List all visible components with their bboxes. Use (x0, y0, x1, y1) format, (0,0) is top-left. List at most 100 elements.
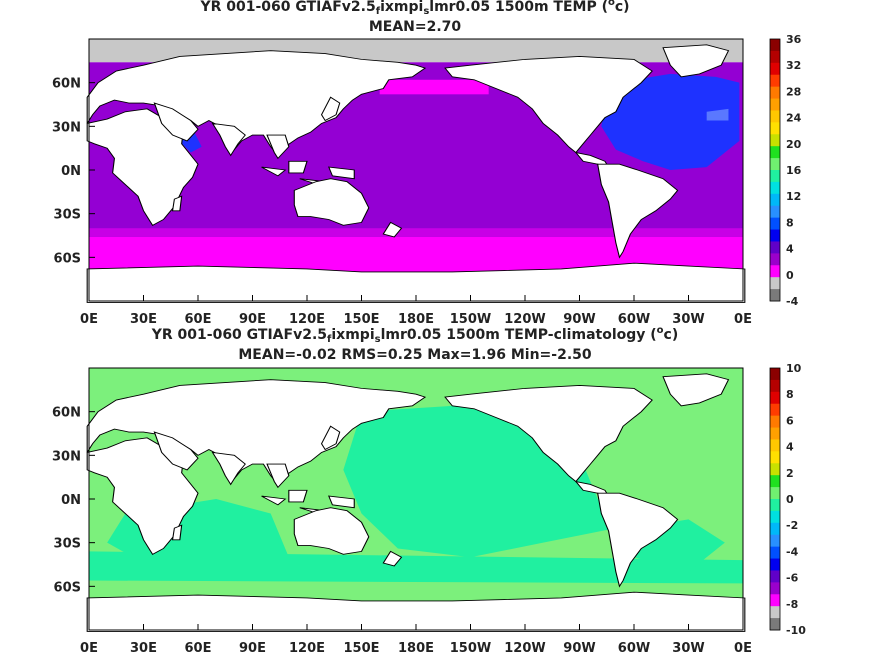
top-colorbar-label: 16 (786, 164, 802, 177)
top-lon-label: 0E (80, 312, 98, 327)
bottom-lon-label: 120W (504, 641, 545, 656)
bottom-lon-label: 90W (563, 641, 595, 656)
bottom-colorbar-swatch (770, 534, 780, 548)
bottom-colorbar-swatch (770, 582, 780, 595)
top-lon-label: 180E (398, 312, 434, 327)
bottom-lat-label: 30S (54, 537, 81, 552)
top-lon-label: 0E (734, 312, 752, 327)
top-panel-subtitle: MEAN=2.70 (368, 19, 462, 35)
bottom-colorbar-swatch (770, 594, 780, 607)
bottom-colorbar: 10 8 6 4 2 0 -2 -4 -6 -8 -10 (769, 362, 806, 637)
top-colorbar-swatch (770, 110, 780, 123)
top-colorbar-label: 36 (786, 33, 802, 46)
bottom-colorbar-label: 10 (786, 362, 802, 375)
top-panel-title: YR 001-060 GTIAFv2.5fixmpislmr0.05 1500m… (200, 0, 630, 17)
bottom-colorbar-label: -6 (786, 572, 799, 585)
top-lat-label: 0N (61, 164, 81, 179)
bottom-lon-label: 90E (239, 641, 266, 656)
bottom-panel-subtitle: MEAN=-0.02 RMS=0.25 Max=1.96 Min=-2.50 (238, 347, 592, 363)
bottom-colorbar-label: -2 (786, 519, 798, 532)
bottom-colorbar-swatch (770, 522, 780, 536)
bottom-colorbar-swatch (770, 379, 780, 393)
bottom-lon-label: 150E (343, 641, 379, 656)
top-colorbar-swatch (770, 289, 780, 302)
bottom-colorbar-swatch (770, 427, 780, 440)
top-colorbar-swatch (770, 50, 780, 64)
top-colorbar-swatch (770, 277, 780, 290)
bottom-colorbar-swatch (770, 439, 780, 452)
top-colorbar-swatch (770, 181, 780, 195)
bottom-colorbar-swatch (770, 558, 780, 571)
top-colorbar-frame (769, 38, 781, 302)
top-lat-label: 30N (52, 120, 81, 135)
top-colorbar-swatch (770, 241, 780, 254)
bottom-colorbar-label: -8 (786, 598, 798, 611)
top-colorbar-label: 20 (786, 138, 802, 151)
top-lon-label: 30W (672, 312, 704, 327)
top-lat-label: 60N (52, 77, 81, 92)
bottom-colorbar-swatch (770, 391, 780, 405)
bottom-panel-title: YR 001-060 GTIAFv2.5fixmpislmr0.05 1500m… (151, 325, 679, 345)
top-colorbar-label: 4 (786, 243, 794, 256)
top-colorbar: 36 32 28 24 20 16 12 8 4 0 -4 (769, 33, 802, 308)
bottom-lon-label: 30W (672, 641, 704, 656)
bottom-lat-label: 60N (52, 406, 81, 421)
bottom-lon-label: 60E (185, 641, 212, 656)
top-colorbar-label: 28 (786, 85, 801, 98)
bottom-lon-label: 0E (80, 641, 98, 656)
top-axes: 60N 30N 0N 30S 60S 0E 30E 60E 90E 120E 150E 180E 150… (52, 77, 752, 327)
bottom-colorbar-label: 2 (786, 467, 794, 480)
top-colorbar-swatch (770, 265, 780, 278)
bottom-colorbar-swatch (770, 403, 780, 417)
bottom-lon-label: 180E (398, 641, 434, 656)
bottom-colorbar-swatch (770, 546, 780, 560)
top-colorbar-swatch (770, 229, 780, 242)
bottom-lat-label: 30N (52, 449, 81, 464)
bottom-colorbar-swatch (770, 475, 780, 488)
top-colorbar-label: 8 (786, 216, 794, 229)
top-colorbar-swatch (770, 193, 780, 207)
top-colorbar-label: 12 (786, 190, 801, 203)
top-lon-label: 60W (618, 312, 650, 327)
top-colorbar-swatch (770, 217, 780, 231)
top-colorbar-swatch (770, 146, 780, 159)
bottom-lon-label: 0E (734, 641, 752, 656)
top-colorbar-swatch (770, 62, 780, 76)
bottom-colorbar-swatch (770, 368, 780, 381)
top-lat-label: 30S (54, 208, 81, 223)
bottom-lat-label: 0N (61, 493, 81, 508)
top-lon-label: 120W (504, 312, 545, 327)
top-lat-label: 60S (54, 251, 81, 266)
top-lon-label: 90E (239, 312, 266, 327)
top-colorbar-swatch (770, 205, 780, 219)
bottom-colorbar-swatch (770, 463, 780, 476)
bottom-colorbar-swatch (770, 570, 780, 583)
top-colorbar-swatch (770, 122, 780, 135)
bottom-colorbar-swatch (770, 618, 780, 631)
bottom-colorbar-label: 8 (786, 388, 794, 401)
bottom-colorbar-swatch (770, 451, 780, 464)
top-lon-label: 120E (289, 312, 325, 327)
bottom-colorbar-frame (769, 367, 781, 631)
bottom-lon-label: 30E (130, 641, 157, 656)
top-colorbar-swatch (770, 39, 780, 52)
bottom-colorbar-label: 4 (786, 441, 794, 454)
top-lon-label: 30E (130, 312, 157, 327)
top-colorbar-swatch (770, 170, 780, 183)
bottom-colorbar-label: -10 (786, 624, 806, 637)
top-colorbar-swatch (770, 158, 780, 171)
bottom-colorbar-swatch (770, 499, 780, 512)
top-colorbar-swatch (770, 134, 780, 147)
top-colorbar-swatch (770, 98, 780, 111)
top-colorbar-label: 24 (786, 112, 802, 125)
top-colorbar-swatch (770, 74, 780, 88)
top-colorbar-swatch (770, 253, 780, 266)
top-lon-label: 150E (343, 312, 379, 327)
bottom-lon-label: 60W (618, 641, 650, 656)
top-lon-label: 150W (450, 312, 491, 327)
top-colorbar-label: 32 (786, 59, 801, 72)
bottom-colorbar-label: 0 (786, 493, 794, 506)
bottom-colorbar-label: 6 (786, 414, 794, 427)
bottom-map (86, 367, 746, 633)
